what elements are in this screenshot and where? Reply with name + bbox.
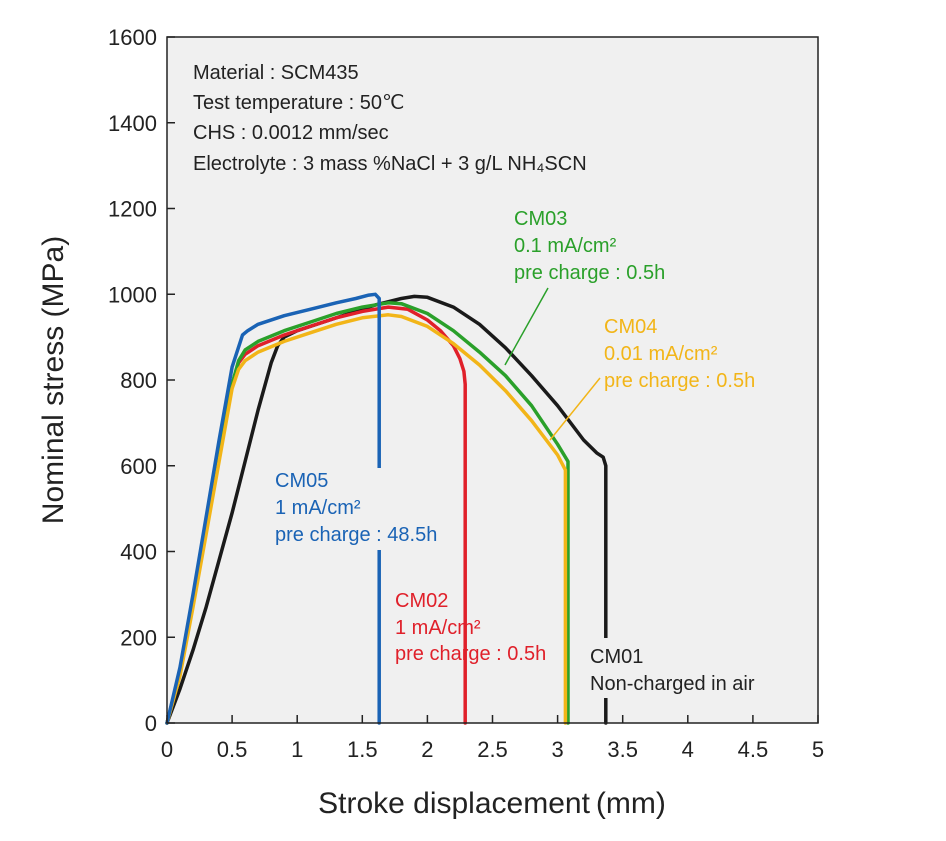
- x-tick-label: 2.5: [477, 737, 508, 762]
- y-axis-title: Nominal stress (MPa): [37, 236, 70, 524]
- cm05-label-line-2: 1 mA/cm²: [275, 497, 361, 519]
- x-tick-label: 0.5: [217, 737, 248, 762]
- label-cm05: CM05 1 mA/cm² pre charge : 48.5h: [275, 468, 437, 550]
- cm05-label-bg: [372, 468, 388, 550]
- cm01-label-line-1: CM01: [590, 646, 643, 668]
- y-tick-label: 1600: [108, 25, 157, 50]
- cm03-label-line-2: 0.1 mA/cm²: [514, 235, 617, 257]
- info-line-temperature: Test temperature : 50℃: [193, 92, 404, 114]
- y-tick-label: 600: [120, 454, 157, 479]
- x-tick-label: 4.5: [738, 737, 769, 762]
- series-layer: [165, 292, 608, 725]
- x-tick-label: 3: [551, 737, 563, 762]
- cm04-label-line-3: pre charge : 0.5h: [604, 370, 755, 392]
- x-axis-title: Stroke displacement (mm): [318, 787, 666, 820]
- x-tick-label: 4: [682, 737, 694, 762]
- label-cm03: CM03 0.1 mA/cm² pre charge : 0.5h: [504, 208, 665, 366]
- cm05-label-line-1: CM05: [275, 470, 328, 492]
- cm02-label-line-3: pre charge : 0.5h: [395, 643, 546, 665]
- cm03-label-line-1: CM03: [514, 208, 567, 230]
- x-tick-label: 0: [161, 737, 173, 762]
- label-cm04: CM04 0.01 mA/cm² pre charge : 0.5h: [549, 316, 755, 441]
- cm04-label-line-1: CM04: [604, 316, 657, 338]
- x-tick-label: 2: [421, 737, 433, 762]
- cm02-label-line-2: 1 mA/cm²: [395, 617, 481, 639]
- cm01-label-bg: [596, 638, 612, 698]
- cm03-leader-line: [504, 287, 549, 366]
- x-tick-label: 5: [812, 737, 824, 762]
- y-tick-label: 1200: [108, 197, 157, 222]
- info-box: Material : SCM435 Test temperature : 50℃…: [193, 62, 587, 175]
- cm02-label-line-1: CM02: [395, 590, 448, 612]
- series-line-cm05: [165, 292, 381, 725]
- y-tick-label: 200: [120, 625, 157, 650]
- info-line-material: Material : SCM435: [193, 62, 359, 84]
- cm04-label-line-2: 0.01 mA/cm²: [604, 343, 718, 365]
- cm05-label-line-3: pre charge : 48.5h: [275, 524, 437, 546]
- info-line-electrolyte: Electrolyte : 3 mass %NaCl + 3 g/L NH₄SC…: [193, 153, 587, 175]
- label-cm02: CM02 1 mA/cm² pre charge : 0.5h: [395, 590, 546, 665]
- cm04-leader-line: [549, 377, 601, 441]
- cm03-label-line-3: pre charge : 0.5h: [514, 262, 665, 284]
- x-tick-label: 1: [291, 737, 303, 762]
- y-tick-label: 1400: [108, 111, 157, 136]
- series-line-cm01: [165, 294, 608, 725]
- series-line-cm04: [165, 313, 568, 725]
- x-tick-label: 3.5: [607, 737, 638, 762]
- cm01-label-line-2: Non-charged in air: [590, 673, 755, 695]
- x-tick-label: 1.5: [347, 737, 378, 762]
- y-tick-label: 0: [145, 711, 157, 736]
- y-tick-label: 400: [120, 540, 157, 565]
- ticks-layer: 0 0.5 1 1.5 2 2.5 3 3.5 4 4.5 5 0 200 400 600 800 1000 12…: [108, 25, 824, 762]
- y-tick-label: 800: [120, 368, 157, 393]
- y-tick-label: 1000: [108, 282, 157, 307]
- info-line-chs: CHS : 0.0012 mm/sec: [193, 122, 389, 144]
- label-cm01: CM01 Non-charged in air: [590, 638, 755, 698]
